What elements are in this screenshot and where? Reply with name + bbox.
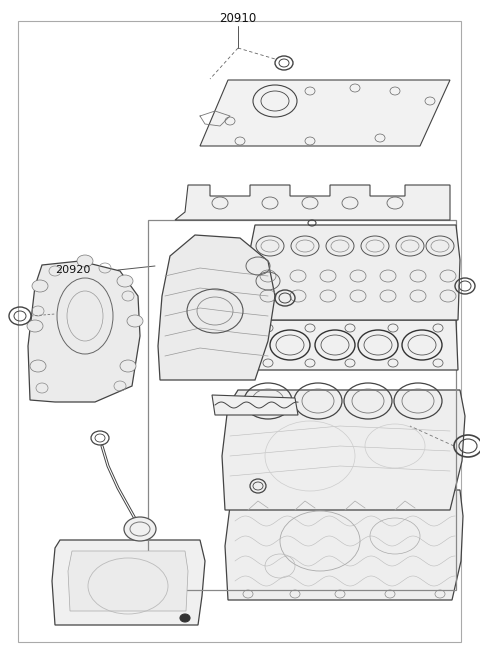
Polygon shape bbox=[200, 80, 450, 146]
Polygon shape bbox=[255, 320, 458, 370]
Text: 20910: 20910 bbox=[219, 12, 257, 24]
Text: 20920: 20920 bbox=[55, 265, 90, 275]
Polygon shape bbox=[225, 490, 463, 600]
Ellipse shape bbox=[30, 360, 46, 372]
Polygon shape bbox=[68, 551, 188, 611]
Ellipse shape bbox=[124, 517, 156, 541]
Bar bbox=[148, 220, 456, 590]
Polygon shape bbox=[52, 540, 205, 625]
Polygon shape bbox=[248, 225, 460, 320]
Ellipse shape bbox=[27, 320, 43, 332]
Ellipse shape bbox=[117, 275, 133, 287]
Ellipse shape bbox=[127, 315, 143, 327]
Polygon shape bbox=[222, 390, 465, 510]
Polygon shape bbox=[28, 261, 140, 402]
Ellipse shape bbox=[180, 614, 190, 622]
Polygon shape bbox=[212, 395, 298, 415]
Ellipse shape bbox=[130, 522, 150, 536]
Polygon shape bbox=[175, 185, 450, 220]
Ellipse shape bbox=[77, 255, 93, 267]
Ellipse shape bbox=[32, 280, 48, 292]
Ellipse shape bbox=[120, 360, 136, 372]
Polygon shape bbox=[158, 235, 275, 380]
